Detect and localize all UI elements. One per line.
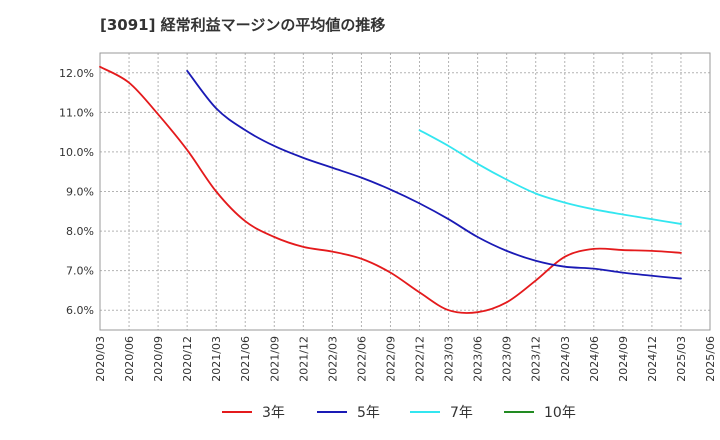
series-line-7年 xyxy=(418,129,682,225)
x-tick-label: 2023/06 xyxy=(472,336,485,382)
x-tick-label: 2025/03 xyxy=(675,336,688,382)
x-tick-label: 2022/03 xyxy=(326,336,339,382)
x-tick-label: 2020/06 xyxy=(123,336,136,382)
y-tick-label: 8.0% xyxy=(66,225,94,238)
chart-title: [3091] 経常利益マージンの平均値の推移 xyxy=(100,16,385,34)
x-tick-label: 2025/06 xyxy=(704,336,717,382)
x-tick-label: 2021/03 xyxy=(210,336,223,382)
x-tick-label: 2024/12 xyxy=(646,336,659,382)
x-tick-label: 2023/09 xyxy=(501,336,514,382)
plot-frame xyxy=(99,52,711,331)
y-tick-label: 6.0% xyxy=(66,304,94,317)
x-tick-label: 2022/09 xyxy=(384,336,397,382)
legend-label: 3年 xyxy=(262,405,285,421)
y-axis: 6.0% 7.0% 8.0% 9.0% 10.0% 11.0% 12.0% xyxy=(59,67,94,317)
y-tick-label: 9.0% xyxy=(66,186,94,199)
series-line-3年 xyxy=(99,65,682,314)
legend-label: 10年 xyxy=(544,405,576,421)
y-tick-label: 10.0% xyxy=(59,146,94,159)
x-tick-label: 2023/12 xyxy=(530,336,543,382)
grid-layer xyxy=(100,53,710,330)
x-tick-label: 2020/12 xyxy=(181,336,194,382)
series-layer xyxy=(99,65,682,314)
x-tick-label: 2020/03 xyxy=(94,336,107,382)
y-tick-label: 11.0% xyxy=(59,106,94,119)
y-tick-label: 12.0% xyxy=(59,67,94,80)
legend-label: 5年 xyxy=(357,405,380,421)
legend-label: 7年 xyxy=(450,405,473,421)
series-line-5年 xyxy=(186,69,682,280)
x-tick-label: 2022/12 xyxy=(414,336,427,382)
x-tick-label: 2024/03 xyxy=(559,336,572,382)
x-tick-label: 2021/06 xyxy=(239,336,252,382)
x-tick-label: 2024/06 xyxy=(588,336,601,382)
x-axis: 2020/03 2020/06 2020/09 2020/12 2021/03 2021/… xyxy=(94,336,717,382)
x-tick-label: 2023/03 xyxy=(443,336,456,382)
x-tick-label: 2021/12 xyxy=(297,336,310,382)
x-tick-label: 2024/09 xyxy=(617,336,630,382)
legend: 3年 5年 7年 10年 xyxy=(222,405,576,421)
x-tick-label: 2020/09 xyxy=(152,336,165,382)
x-tick-label: 2021/09 xyxy=(268,336,281,382)
x-tick-label: 2022/06 xyxy=(355,336,368,382)
y-tick-label: 7.0% xyxy=(66,265,94,278)
